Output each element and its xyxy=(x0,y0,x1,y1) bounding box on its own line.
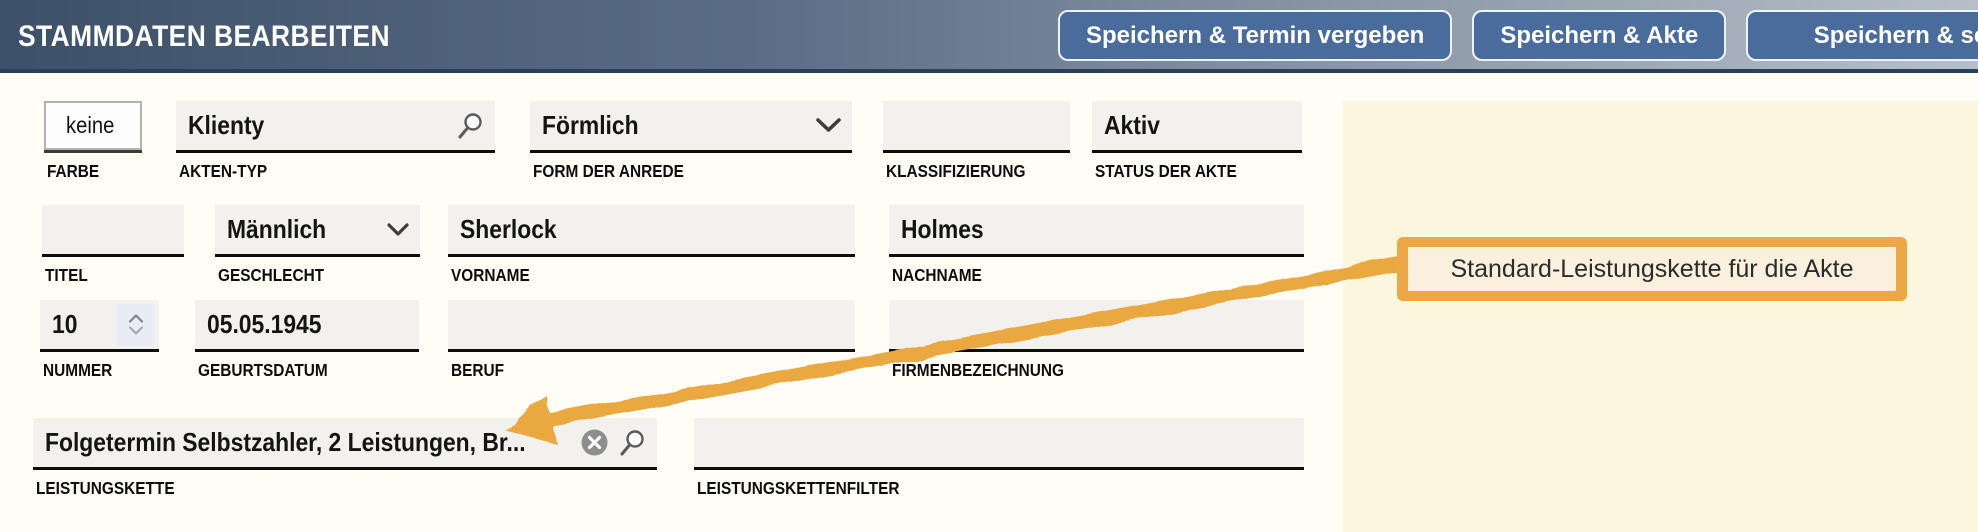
field-group-firmenbezeichnung: FIRMENBEZEICHNUNG xyxy=(889,300,1304,381)
notes-panel xyxy=(1343,101,1978,532)
search-icon[interactable] xyxy=(455,111,485,141)
field-group-leistungskette: Folgetermin Selbstzahler, 2 Leistungen, … xyxy=(33,418,657,499)
field-label: VORNAME xyxy=(451,265,530,285)
field-group-geschlecht: Männlich GESCHLECHT xyxy=(215,205,420,286)
farbe-picker-button[interactable]: keine xyxy=(44,101,142,150)
field-label: FIRMENBEZEICHNUNG xyxy=(892,360,1064,380)
nummer-input[interactable]: 10 xyxy=(40,300,159,352)
field-group-klassifizierung: KLASSIFIZIERUNG xyxy=(883,101,1070,182)
field-label: GESCHLECHT xyxy=(218,265,325,285)
field-group-beruf: BERUF xyxy=(448,300,855,381)
annotation-box: Standard-Leistungskette für die Akte xyxy=(1397,237,1907,301)
field-label: LEISTUNGSKETTE xyxy=(36,478,175,498)
save-and-appointment-button[interactable]: Speichern & Termin vergeben xyxy=(1058,10,1453,61)
annotation-text: Standard-Leistungskette für die Akte xyxy=(1450,254,1854,283)
leistungskette-input[interactable]: Folgetermin Selbstzahler, 2 Leistungen, … xyxy=(33,418,657,470)
field-group-farbe: keine FARBE xyxy=(44,101,142,182)
field-label: TITEL xyxy=(45,265,88,285)
field-label: STATUS DER AKTE xyxy=(1095,161,1237,181)
page-title: STAMMDATEN BEARBEITEN xyxy=(18,20,390,53)
chevron-down-icon xyxy=(386,222,410,237)
header-bar: STAMMDATEN BEARBEITEN Speichern & Termin… xyxy=(0,0,1978,73)
field-label: AKTEN-TYP xyxy=(179,161,268,181)
save-and-file-button[interactable]: Speichern & Akte xyxy=(1472,10,1727,61)
field-label: FARBE xyxy=(47,161,100,181)
form-der-anrede-select[interactable]: Förmlich xyxy=(530,101,852,153)
firmenbezeichnung-input[interactable] xyxy=(889,300,1304,352)
beruf-input[interactable] xyxy=(448,300,855,352)
titel-input[interactable] xyxy=(42,205,184,257)
search-icon[interactable] xyxy=(617,428,647,458)
field-group-form-der-anrede: Förmlich FORM DER ANREDE xyxy=(530,101,852,182)
field-group-leistungskettenfilter: LEISTUNGSKETTENFILTER xyxy=(694,418,1304,499)
field-label: FORM DER ANREDE xyxy=(533,161,684,181)
akten-typ-input[interactable]: Klienty xyxy=(176,101,495,153)
stepper-icon[interactable] xyxy=(117,303,154,346)
klassifizierung-input[interactable] xyxy=(883,101,1070,153)
field-label: LEISTUNGSKETTENFILTER xyxy=(697,478,900,498)
field-group-nachname: Holmes NACHNAME xyxy=(889,205,1304,286)
geburtsdatum-input[interactable]: 05.05.1945 xyxy=(195,300,419,352)
field-label: KLASSIFIZIERUNG xyxy=(886,161,1026,181)
field-group-akten-typ: Klienty AKTEN-TYP xyxy=(176,101,495,182)
field-group-vorname: Sherlock VORNAME xyxy=(448,205,855,286)
field-group-titel: TITEL xyxy=(42,205,184,286)
header-button-row: Speichern & Termin vergeben Speichern & … xyxy=(1058,10,1978,61)
chevron-down-icon xyxy=(815,117,842,134)
leistungskettenfilter-input[interactable] xyxy=(694,418,1304,470)
save-and-close-button[interactable]: Speichern & schl xyxy=(1746,10,1978,61)
field-label: NUMMER xyxy=(43,360,113,380)
field-label: GEBURTSDATUM xyxy=(198,360,328,380)
field-group-nummer: 10 NUMMER xyxy=(40,300,159,381)
field-label: BERUF xyxy=(451,360,505,380)
geschlecht-select[interactable]: Männlich xyxy=(215,205,420,257)
annotation-inner: Standard-Leistungskette für die Akte xyxy=(1408,247,1896,291)
vorname-input[interactable]: Sherlock xyxy=(448,205,855,257)
field-group-status-der-akte: Aktiv STATUS DER AKTE xyxy=(1092,101,1302,182)
status-der-akte-input[interactable]: Aktiv xyxy=(1092,101,1302,153)
field-label: NACHNAME xyxy=(892,265,982,285)
clear-icon[interactable] xyxy=(580,428,609,457)
field-group-geburtsdatum: 05.05.1945 GEBURTSDATUM xyxy=(195,300,419,381)
nachname-input[interactable]: Holmes xyxy=(889,205,1304,257)
